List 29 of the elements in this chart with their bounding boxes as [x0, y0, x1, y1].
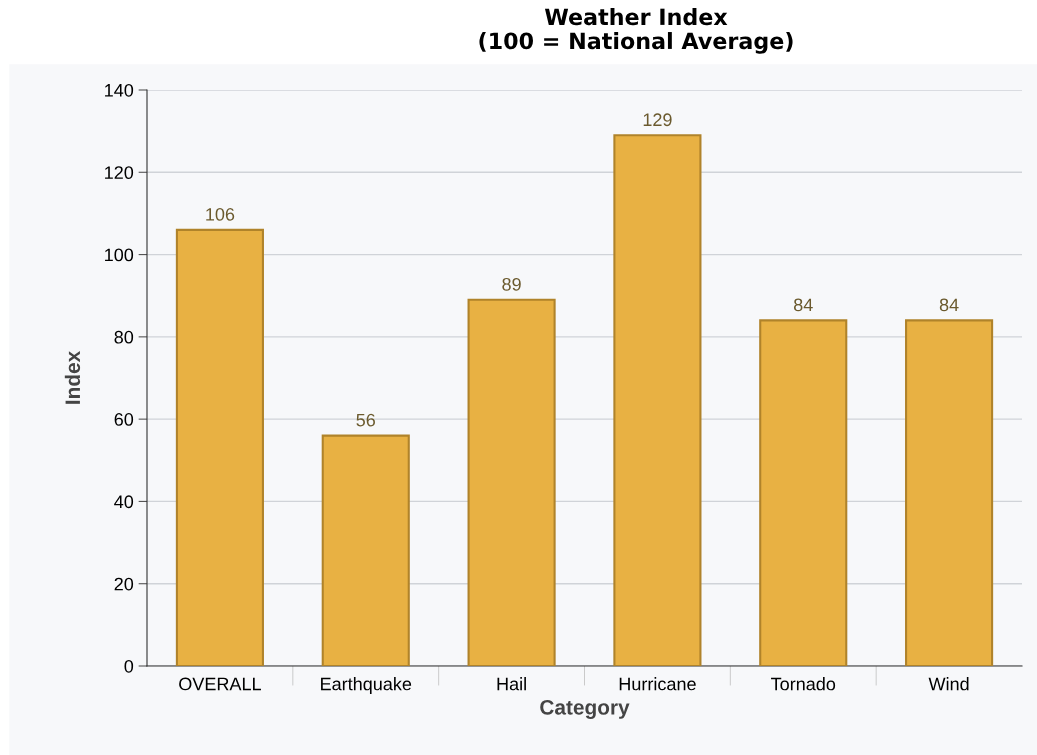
- bar: [759, 319, 848, 666]
- y-tick-label: 100: [105, 248, 134, 262]
- data-label: 89: [502, 277, 521, 291]
- x-tick-label: Earthquake: [321, 677, 412, 694]
- data-label: 56: [356, 413, 375, 427]
- y-tick-label: 40: [114, 495, 134, 509]
- bar: [321, 434, 410, 666]
- y-tick-label: 80: [114, 330, 134, 344]
- y-tick-label: 140: [105, 83, 134, 97]
- bar: [175, 228, 264, 666]
- x-axis-title: Category: [540, 699, 630, 719]
- data-label: 84: [939, 298, 959, 312]
- chart-title: Weather Index (100 = National Average): [479, 8, 793, 54]
- data-label: 129: [643, 113, 672, 127]
- x-tick-label: Hail: [497, 677, 526, 691]
- y-tick-label: 20: [114, 577, 134, 591]
- bar: [905, 319, 994, 666]
- data-label: 106: [206, 207, 235, 221]
- x-tick-label: Hurricane: [619, 677, 696, 691]
- x-tick-label: OVERALL: [179, 677, 261, 691]
- bar: [467, 298, 556, 666]
- data-label: 84: [793, 298, 813, 312]
- x-tick-label: Wind: [928, 677, 969, 691]
- y-axis-title: Index: [64, 350, 81, 404]
- y-tick-label: 0: [124, 659, 134, 673]
- y-tick-label: 120: [105, 166, 134, 180]
- y-tick-label: 60: [114, 413, 134, 426]
- bar: [613, 134, 702, 666]
- x-tick-label: Tornado: [771, 677, 836, 691]
